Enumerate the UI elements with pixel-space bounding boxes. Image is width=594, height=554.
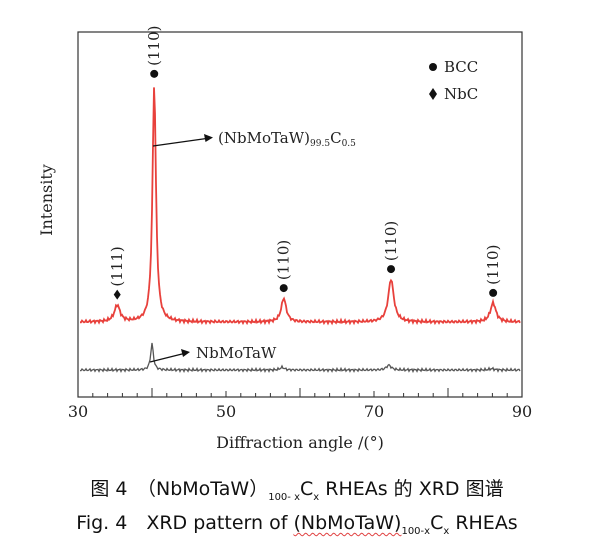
annotation-doped-mid: C — [330, 129, 341, 147]
caption-zh-sub: 100- x — [268, 491, 300, 503]
caption-zh-csub: x — [313, 491, 320, 503]
bcc-peak-marker — [489, 288, 498, 297]
series-line-1 — [80, 342, 521, 374]
legend-diamond-marker — [429, 88, 437, 100]
annotation-doped-sub1: 99.5 — [310, 139, 330, 149]
caption-en: Fig. 4 XRD pattern of (NbMoTaW)100-xCx R… — [0, 508, 594, 537]
annotation-doped: (NbMoTaW)99.5C0.5 — [152, 129, 356, 149]
legend-circle-marker — [429, 63, 437, 71]
x-tick-label: 70 — [364, 402, 384, 421]
x-tick-label: 30 — [68, 402, 88, 421]
caption-zh: 图 4 （NbMoTaW）100- xCx RHEAs 的 XRD 图谱 — [0, 474, 594, 503]
caption-zh-tail: RHEAs 的 XRD 图谱 — [319, 478, 504, 500]
legend: BCC NbC — [429, 58, 478, 103]
y-axis-label: Intensity — [37, 164, 56, 236]
peak-hkl-label: (110) — [145, 25, 163, 65]
legend-label-nbc: NbC — [444, 85, 478, 103]
x-tick-label: 50 — [216, 402, 236, 421]
annotation-doped-sub2: 0.5 — [342, 139, 357, 149]
xrd-chart: 30 50 70 90 Diffraction angle /(°) Intensit… — [37, 25, 533, 452]
x-tick-label: 90 — [512, 402, 532, 421]
series-line-0 — [80, 87, 521, 326]
x-axis-label: Diffraction angle /(°) — [216, 433, 384, 452]
caption-en-tail: RHEAs — [449, 512, 518, 534]
peak-hkl-label: (110) — [275, 240, 293, 280]
caption-en-csub: x — [443, 525, 450, 537]
peak-hkl-label: (111) — [108, 246, 126, 286]
annotation-base-text: NbMoTaW — [196, 344, 277, 362]
peak-hkl-label: (110) — [382, 221, 400, 261]
caption-en-name: (NbMoTaW) — [293, 512, 402, 534]
legend-label-bcc: BCC — [444, 58, 478, 76]
annotation-doped-base: (NbMoTaW) — [218, 129, 310, 147]
caption-zh-lead: 图 4 （NbMoTaW） — [90, 478, 269, 500]
caption-en-sub: 100-x — [401, 525, 431, 537]
svg-text:(NbMoTaW)99.5C0.5: (NbMoTaW)99.5C0.5 — [218, 129, 356, 149]
caption-en-lead: Fig. 4 XRD pattern of — [76, 512, 294, 534]
annotation-base-alloy: NbMoTaW — [149, 344, 277, 363]
bcc-peak-marker — [150, 69, 159, 78]
bcc-peak-marker — [279, 284, 288, 293]
nbc-peak-marker — [113, 289, 121, 300]
caption-zh-c: C — [300, 478, 314, 500]
caption-en-c: C — [430, 512, 444, 534]
peak-hkl-label: (110) — [484, 245, 502, 285]
bcc-peak-marker — [387, 265, 396, 274]
